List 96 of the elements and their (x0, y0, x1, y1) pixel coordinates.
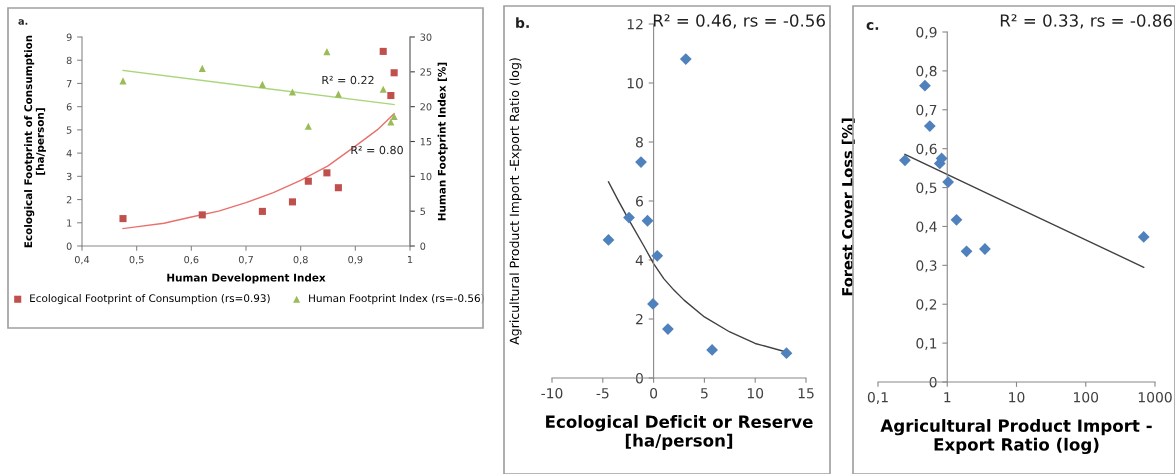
x-tick-label: 0,4 (74, 255, 90, 265)
point (119, 77, 127, 85)
annotation: R² = 0.80 (351, 145, 403, 155)
point (323, 48, 331, 56)
y2-tick-label: 30 (420, 33, 432, 41)
x-tick-label: 0,9 (348, 255, 363, 265)
point (641, 214, 654, 227)
y-tick-label: 6 (636, 195, 643, 207)
x-tick-label: 0,5 (129, 255, 144, 265)
x-tick-label: 100 (1074, 391, 1099, 403)
y-axis-title: Agricultural Product Import -Export Ratio (log) (509, 58, 522, 345)
y-tick-label: 8 (66, 56, 72, 65)
y-tick-label: 0,1 (916, 338, 937, 350)
point (387, 118, 395, 126)
x-tick-label: 10 (1009, 391, 1025, 403)
point (288, 88, 297, 96)
y-tick-label: 0,8 (916, 65, 937, 78)
point (198, 211, 206, 219)
point (379, 47, 387, 55)
y-tick-label: 0 (635, 372, 643, 384)
y-tick-label: 2 (66, 196, 72, 204)
y-tick-label: 1 (67, 219, 72, 227)
point (390, 69, 398, 77)
point (304, 177, 312, 185)
y2-tick-label: 25 (420, 68, 432, 76)
x-tick-label: 0,6 (184, 255, 199, 265)
legend-label: Human Footprint Index (rs=-0.56) (309, 294, 484, 305)
x-tick-label: 5 (701, 388, 708, 399)
y-tick-label: 4 (66, 149, 72, 157)
x-tick-label: 10 (747, 387, 764, 399)
y-tick-label: 9 (66, 33, 72, 41)
x-tick-label: 1 (944, 392, 951, 403)
y-tick-label: 7 (66, 80, 72, 88)
x-axis-title: Agricultural Product Import - Export Ratio (log) (880, 419, 1152, 455)
point (258, 80, 266, 88)
text: b. (516, 17, 529, 29)
point (288, 198, 297, 206)
point (662, 323, 674, 335)
y-tick-label: 10 (627, 77, 643, 89)
y-tick-label: 2 (636, 313, 643, 325)
x-tick-label: 15 (798, 388, 814, 399)
y-tick-label: 0,6 (916, 143, 937, 156)
text: R² = 0.33, rs = -0.86 (1000, 14, 1172, 29)
point (651, 249, 664, 262)
x-tick-label: 1000 (1138, 391, 1172, 403)
annotation: R² = 0.22 (322, 75, 374, 85)
y-tick-label: 0,7 (916, 104, 937, 117)
y-tick-label: 5 (66, 126, 72, 134)
x-tick-label: -10 (541, 387, 563, 399)
point (304, 122, 312, 130)
point (323, 169, 331, 177)
point (334, 184, 342, 192)
y-tick-label: 12 (627, 18, 643, 30)
y2-tick-label: 0 (420, 242, 426, 250)
point (706, 344, 719, 356)
point (119, 215, 127, 223)
y-tick-label: 0,2 (916, 299, 937, 312)
y-tick-label: 6 (66, 103, 72, 111)
point (387, 91, 395, 100)
x-tick-label: 0 (650, 387, 658, 399)
annotation: R² = 0.46, rs = -0.56 (653, 14, 825, 29)
text: c. (866, 22, 879, 31)
y-tick-label: 0,5 (916, 182, 937, 195)
point (780, 347, 793, 360)
x-axis-title: Ecological Deficit or Reserve [ha/person] (546, 415, 813, 450)
point (334, 90, 342, 98)
y-tick-label: 4 (635, 255, 644, 266)
y2-tick-label: 5 (420, 207, 426, 215)
point (379, 85, 387, 93)
legend-label: Ecological Footprint of Consumption (rs=0.93) (30, 294, 270, 305)
text: a. (18, 19, 28, 25)
x-tick-label: 0,1 (867, 391, 888, 404)
y-tick-label: 8 (635, 136, 643, 148)
point (258, 207, 266, 215)
point (390, 112, 398, 120)
y-tick-label: 0,9 (916, 26, 937, 39)
point (602, 234, 615, 246)
y-tick-label: 0,4 (916, 221, 937, 234)
y-tick-label: 3 (66, 172, 72, 181)
x-tick-label: -5 (596, 388, 609, 399)
y2-tick-label: 15 (420, 138, 432, 146)
y2-axis-title: Human Footprint Index [%] (437, 62, 448, 221)
point (198, 64, 206, 72)
y2-tick-label: 20 (420, 103, 432, 111)
x-tick-label: 0,7 (238, 255, 253, 265)
y2-tick-label: 10 (420, 172, 432, 181)
x-axis-title: Human Development Index (167, 273, 326, 284)
y-axis-title: Ecological Footprint of Consumption [ha/person] (24, 35, 46, 248)
point (623, 211, 635, 224)
x-tick-label: 1 (407, 256, 413, 264)
y-axis-title: Forest Cover Loss [%] (841, 118, 855, 296)
y-tick-label: 0 (929, 376, 937, 388)
y-tick-label: 0 (66, 242, 72, 250)
x-tick-label: 0,8 (293, 255, 308, 265)
y-tick-label: 0,3 (916, 260, 937, 273)
point (679, 53, 692, 65)
